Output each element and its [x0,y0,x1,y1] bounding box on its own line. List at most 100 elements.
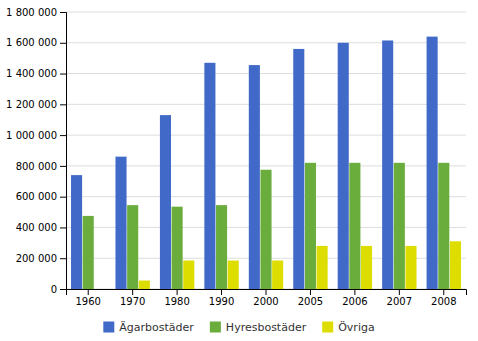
bar-series [139,241,461,289]
plot: 0 200 000 400 000 600 000 800 000 1 000 000 1 … [6,7,466,307]
bar [305,163,316,289]
tick-mark [60,197,66,198]
bar [216,205,227,289]
bar [382,40,393,289]
grid-line [66,12,466,13]
grid-line [66,73,466,74]
grid-line [66,42,466,43]
bar [293,49,304,289]
bar [139,281,150,289]
bar [172,207,183,289]
tick: 2008 [431,289,456,307]
tick-mark [60,289,66,290]
tick-mark [177,289,178,295]
tick-label: 2005 [298,296,323,307]
tick-label: 2006 [342,296,367,307]
tick-mark [443,289,444,295]
tick: 1 800 000 [6,7,66,18]
grid-line [66,135,466,136]
bar [127,205,138,289]
tick: 1 400 000 [6,68,66,79]
tick-mark [60,12,66,13]
tick-label: 400 000 [16,222,57,233]
bar [249,65,260,289]
axis-domain [60,13,67,290]
bar [438,163,449,289]
tick-label: 1 000 000 [6,130,57,141]
bar [94,289,105,290]
legend-swatch [210,322,221,333]
tick-mark [60,135,66,136]
bar [272,261,283,289]
tick-mark [60,166,66,167]
legend-swatch [322,322,333,333]
bar [71,175,82,289]
tick: 2006 [342,289,367,307]
tick: 1 200 000 [6,99,66,110]
grid-line [66,104,466,105]
grid [66,12,466,289]
legend-label: Övriga [338,321,374,334]
tick-mark [310,289,311,295]
tick: 1990 [209,289,234,307]
tick-mark [354,289,355,295]
bar [204,63,215,289]
tick-label: 200 000 [16,253,57,264]
bar [160,115,171,289]
bar [317,246,328,289]
legend-label: Hyresbostäder [226,321,307,334]
bar [349,163,360,289]
tick: 1970 [120,289,145,307]
legend-item: Övriga [322,321,374,334]
tick-mark [60,74,66,75]
tick: 200 000 [16,253,66,264]
bar [83,216,94,289]
tick-label: 2000 [253,296,278,307]
tick-label: 2008 [431,296,456,307]
bar [260,170,271,289]
tick-mark [60,258,66,259]
tick-mark [221,289,222,295]
tick-label: 1 200 000 [6,99,57,110]
tick-mark [399,289,400,295]
bar [405,246,416,289]
bar [338,43,349,289]
tick-label: 1 400 000 [6,68,57,79]
tick-mark [60,227,66,228]
legend-swatch [103,322,114,333]
bar [228,261,239,289]
legend-item: Ägarbostäder [103,321,194,334]
y-axis: 0 200 000 400 000 600 000 800 000 1 000 000 1 … [6,7,66,295]
tick-label: 1970 [120,296,145,307]
tick-mark [60,43,66,44]
tick: 1 600 000 [6,37,66,48]
legend-label: Ägarbostäder [119,321,194,334]
tick: 1 000 000 [6,130,66,141]
bar [115,157,126,289]
tick-label: 1980 [164,296,189,307]
bar [361,246,372,289]
tick: 1980 [164,289,189,307]
tick: 2000 [253,289,278,307]
bar [394,163,405,289]
bar [183,261,194,289]
x-axis: 1960 1970 1980 1990 2000 2005 2006 2007 2008 [67,289,467,307]
bar-series [71,37,438,289]
tick-label: 0 [51,284,57,295]
bar [427,37,438,289]
tick: 2007 [387,289,412,307]
chart: 0 200 000 400 000 600 000 800 000 1 000 000 1 … [0,0,478,341]
axis-domain [67,290,467,296]
tick-mark [88,289,89,295]
tick-mark [132,289,133,295]
tick-label: 1 800 000 [6,7,57,18]
legend: Ägarbostäder Hyresbostäder Övriga [103,321,374,334]
tick-label: 1960 [75,296,100,307]
tick-mark [60,104,66,105]
tick: 600 000 [16,191,66,202]
bars [71,37,461,289]
bar [450,241,461,289]
tick-mark [266,289,267,295]
tick: 400 000 [16,222,66,233]
tick: 800 000 [16,161,66,172]
